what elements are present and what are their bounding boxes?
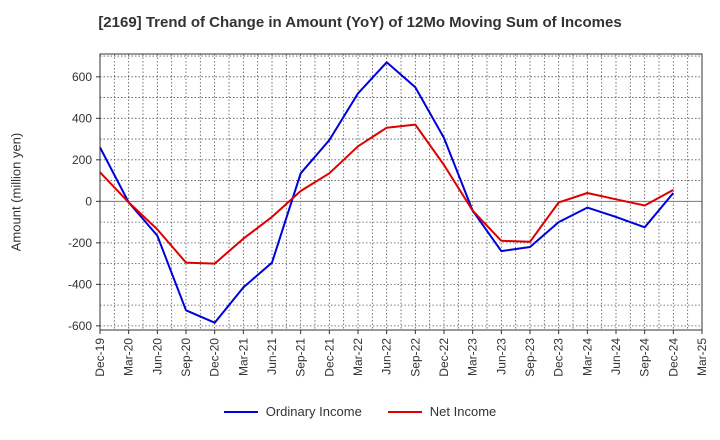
legend-label-ordinary-income: Ordinary Income <box>265 404 362 419</box>
x-tick-label: Dec-24 <box>666 338 680 377</box>
x-tick-label: Mar-21 <box>236 338 250 376</box>
legend-label-net-income: Net Income <box>429 404 497 419</box>
x-tick-label: Jun-23 <box>494 338 508 375</box>
legend: Ordinary Income Net Income <box>0 404 720 419</box>
axis-layer <box>99 53 703 331</box>
x-tick-label: Jun-21 <box>265 338 279 375</box>
series-line-ordinary-income <box>99 61 675 324</box>
y-tick-label: 600 <box>72 70 92 84</box>
x-tick-label: Sep-22 <box>408 338 422 377</box>
x-tick-label: Jun-24 <box>609 338 623 375</box>
x-tick-label: Sep-20 <box>179 338 193 377</box>
plot-frame <box>99 53 703 331</box>
y-tick-label: 0 <box>85 194 92 208</box>
y-tick-label: 400 <box>72 111 92 125</box>
series-line-net-income <box>99 123 674 265</box>
x-tick-label: Jun-22 <box>380 338 394 375</box>
y-tick-labels: 600 400 200 0 -200 -400 -600 <box>68 70 100 333</box>
x-tick-label: Sep-23 <box>523 338 537 377</box>
x-tick-label: Sep-24 <box>638 338 652 377</box>
legend-swatch-ordinary-income <box>223 410 258 413</box>
x-tick-label: Sep-21 <box>294 338 308 377</box>
x-tick-label: Dec-21 <box>322 338 336 377</box>
grid-layer <box>99 54 703 330</box>
x-tick-label: Dec-19 <box>93 338 107 377</box>
y-tick-label: -400 <box>68 277 92 291</box>
x-tick-label: Mar-25 <box>695 338 709 376</box>
x-tick-label: Jun-20 <box>150 338 164 375</box>
y-tick-label: -200 <box>68 236 92 250</box>
y-tick-label: 200 <box>72 153 92 167</box>
chart-title: [2169] Trend of Change in Amount (YoY) o… <box>98 14 622 31</box>
y-tick-label: -600 <box>68 319 92 333</box>
series-layer <box>99 61 675 324</box>
x-tick-label: Mar-23 <box>466 338 480 376</box>
x-tick-labels: Dec-19 Mar-20 Jun-20 Sep-20 Dec-20 Mar-21 Jun-… <box>93 330 709 377</box>
legend-swatch-net-income <box>387 410 422 413</box>
x-tick-label: Dec-23 <box>552 338 566 377</box>
x-tick-label: Mar-20 <box>122 338 136 376</box>
x-tick-label: Mar-24 <box>580 338 594 376</box>
x-tick-label: Mar-22 <box>351 338 365 376</box>
x-tick-label: Dec-20 <box>208 338 222 377</box>
x-tick-label: Dec-22 <box>437 338 451 377</box>
legend-item-net-income: Net Income <box>387 404 497 419</box>
legend-item-ordinary-income: Ordinary Income <box>223 404 362 419</box>
